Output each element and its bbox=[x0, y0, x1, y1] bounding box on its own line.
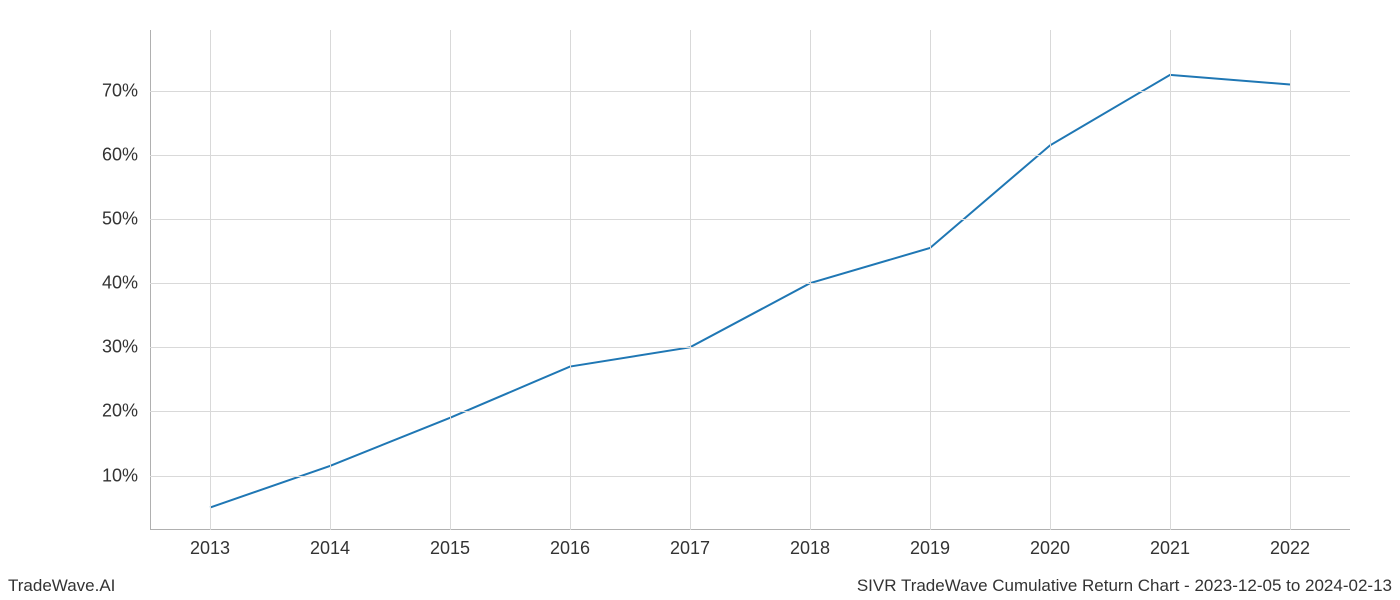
grid-line-vertical bbox=[810, 30, 811, 530]
y-tick-label: 60% bbox=[102, 145, 138, 166]
series-line bbox=[210, 75, 1290, 508]
grid-line-vertical bbox=[930, 30, 931, 530]
grid-line-horizontal bbox=[150, 283, 1350, 284]
y-tick-label: 30% bbox=[102, 337, 138, 358]
grid-line-vertical bbox=[1290, 30, 1291, 530]
grid-line-horizontal bbox=[150, 411, 1350, 412]
grid-line-vertical bbox=[1170, 30, 1171, 530]
y-tick-label: 20% bbox=[102, 401, 138, 422]
grid-line-vertical bbox=[330, 30, 331, 530]
y-tick-label: 10% bbox=[102, 465, 138, 486]
x-tick-label: 2014 bbox=[310, 538, 350, 559]
x-tick-label: 2022 bbox=[1270, 538, 1310, 559]
grid-line-horizontal bbox=[150, 347, 1350, 348]
x-tick-label: 2019 bbox=[910, 538, 950, 559]
y-tick-label: 40% bbox=[102, 273, 138, 294]
x-tick-label: 2018 bbox=[790, 538, 830, 559]
x-tick-label: 2016 bbox=[550, 538, 590, 559]
grid-line-vertical bbox=[210, 30, 211, 530]
chart-area: 2013201420152016201720182019202020212022… bbox=[150, 30, 1350, 530]
grid-line-horizontal bbox=[150, 91, 1350, 92]
x-tick-label: 2013 bbox=[190, 538, 230, 559]
x-tick-label: 2017 bbox=[670, 538, 710, 559]
grid-line-horizontal bbox=[150, 476, 1350, 477]
x-tick-label: 2021 bbox=[1150, 538, 1190, 559]
grid-line-vertical bbox=[1050, 30, 1051, 530]
x-tick-label: 2020 bbox=[1030, 538, 1070, 559]
grid-line-horizontal bbox=[150, 155, 1350, 156]
grid-line-horizontal bbox=[150, 219, 1350, 220]
grid-line-vertical bbox=[450, 30, 451, 530]
y-tick-label: 70% bbox=[102, 80, 138, 101]
footer-left-label: TradeWave.AI bbox=[8, 576, 115, 596]
grid-line-vertical bbox=[690, 30, 691, 530]
footer-right-label: SIVR TradeWave Cumulative Return Chart -… bbox=[857, 576, 1392, 596]
y-tick-label: 50% bbox=[102, 209, 138, 230]
x-tick-label: 2015 bbox=[430, 538, 470, 559]
grid-line-vertical bbox=[570, 30, 571, 530]
